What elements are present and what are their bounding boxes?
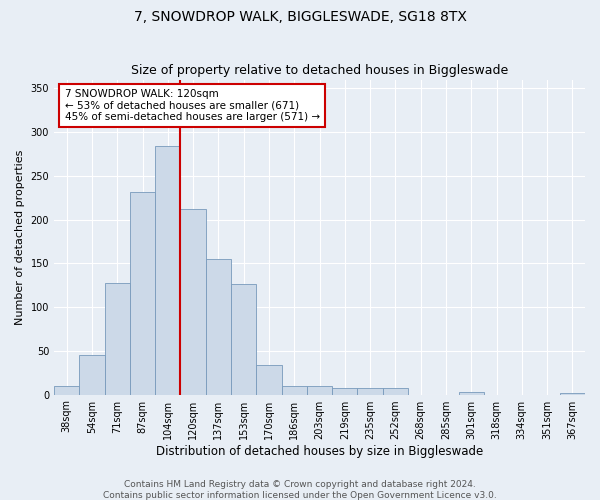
Bar [560,393,585,394]
Bar [104,284,130,395]
Text: Contains HM Land Registry data © Crown copyright and database right 2024.
Contai: Contains HM Land Registry data © Crown c… [103,480,497,500]
Bar [79,355,104,395]
Title: Size of property relative to detached houses in Biggleswade: Size of property relative to detached ho… [131,64,508,77]
Bar [383,388,408,394]
Bar [307,386,332,394]
Bar [181,209,206,394]
Bar [458,392,484,394]
Text: 7, SNOWDROP WALK, BIGGLESWADE, SG18 8TX: 7, SNOWDROP WALK, BIGGLESWADE, SG18 8TX [134,10,466,24]
Bar [130,192,155,394]
Text: 7 SNOWDROP WALK: 120sqm
← 53% of detached houses are smaller (671)
45% of semi-d: 7 SNOWDROP WALK: 120sqm ← 53% of detache… [65,89,320,122]
Bar [256,365,281,394]
Y-axis label: Number of detached properties: Number of detached properties [15,150,25,325]
Bar [281,386,307,394]
Bar [206,259,231,394]
Bar [231,284,256,395]
Bar [358,388,383,394]
X-axis label: Distribution of detached houses by size in Biggleswade: Distribution of detached houses by size … [156,444,483,458]
Bar [332,388,358,394]
Bar [54,386,79,394]
Bar [155,146,181,394]
